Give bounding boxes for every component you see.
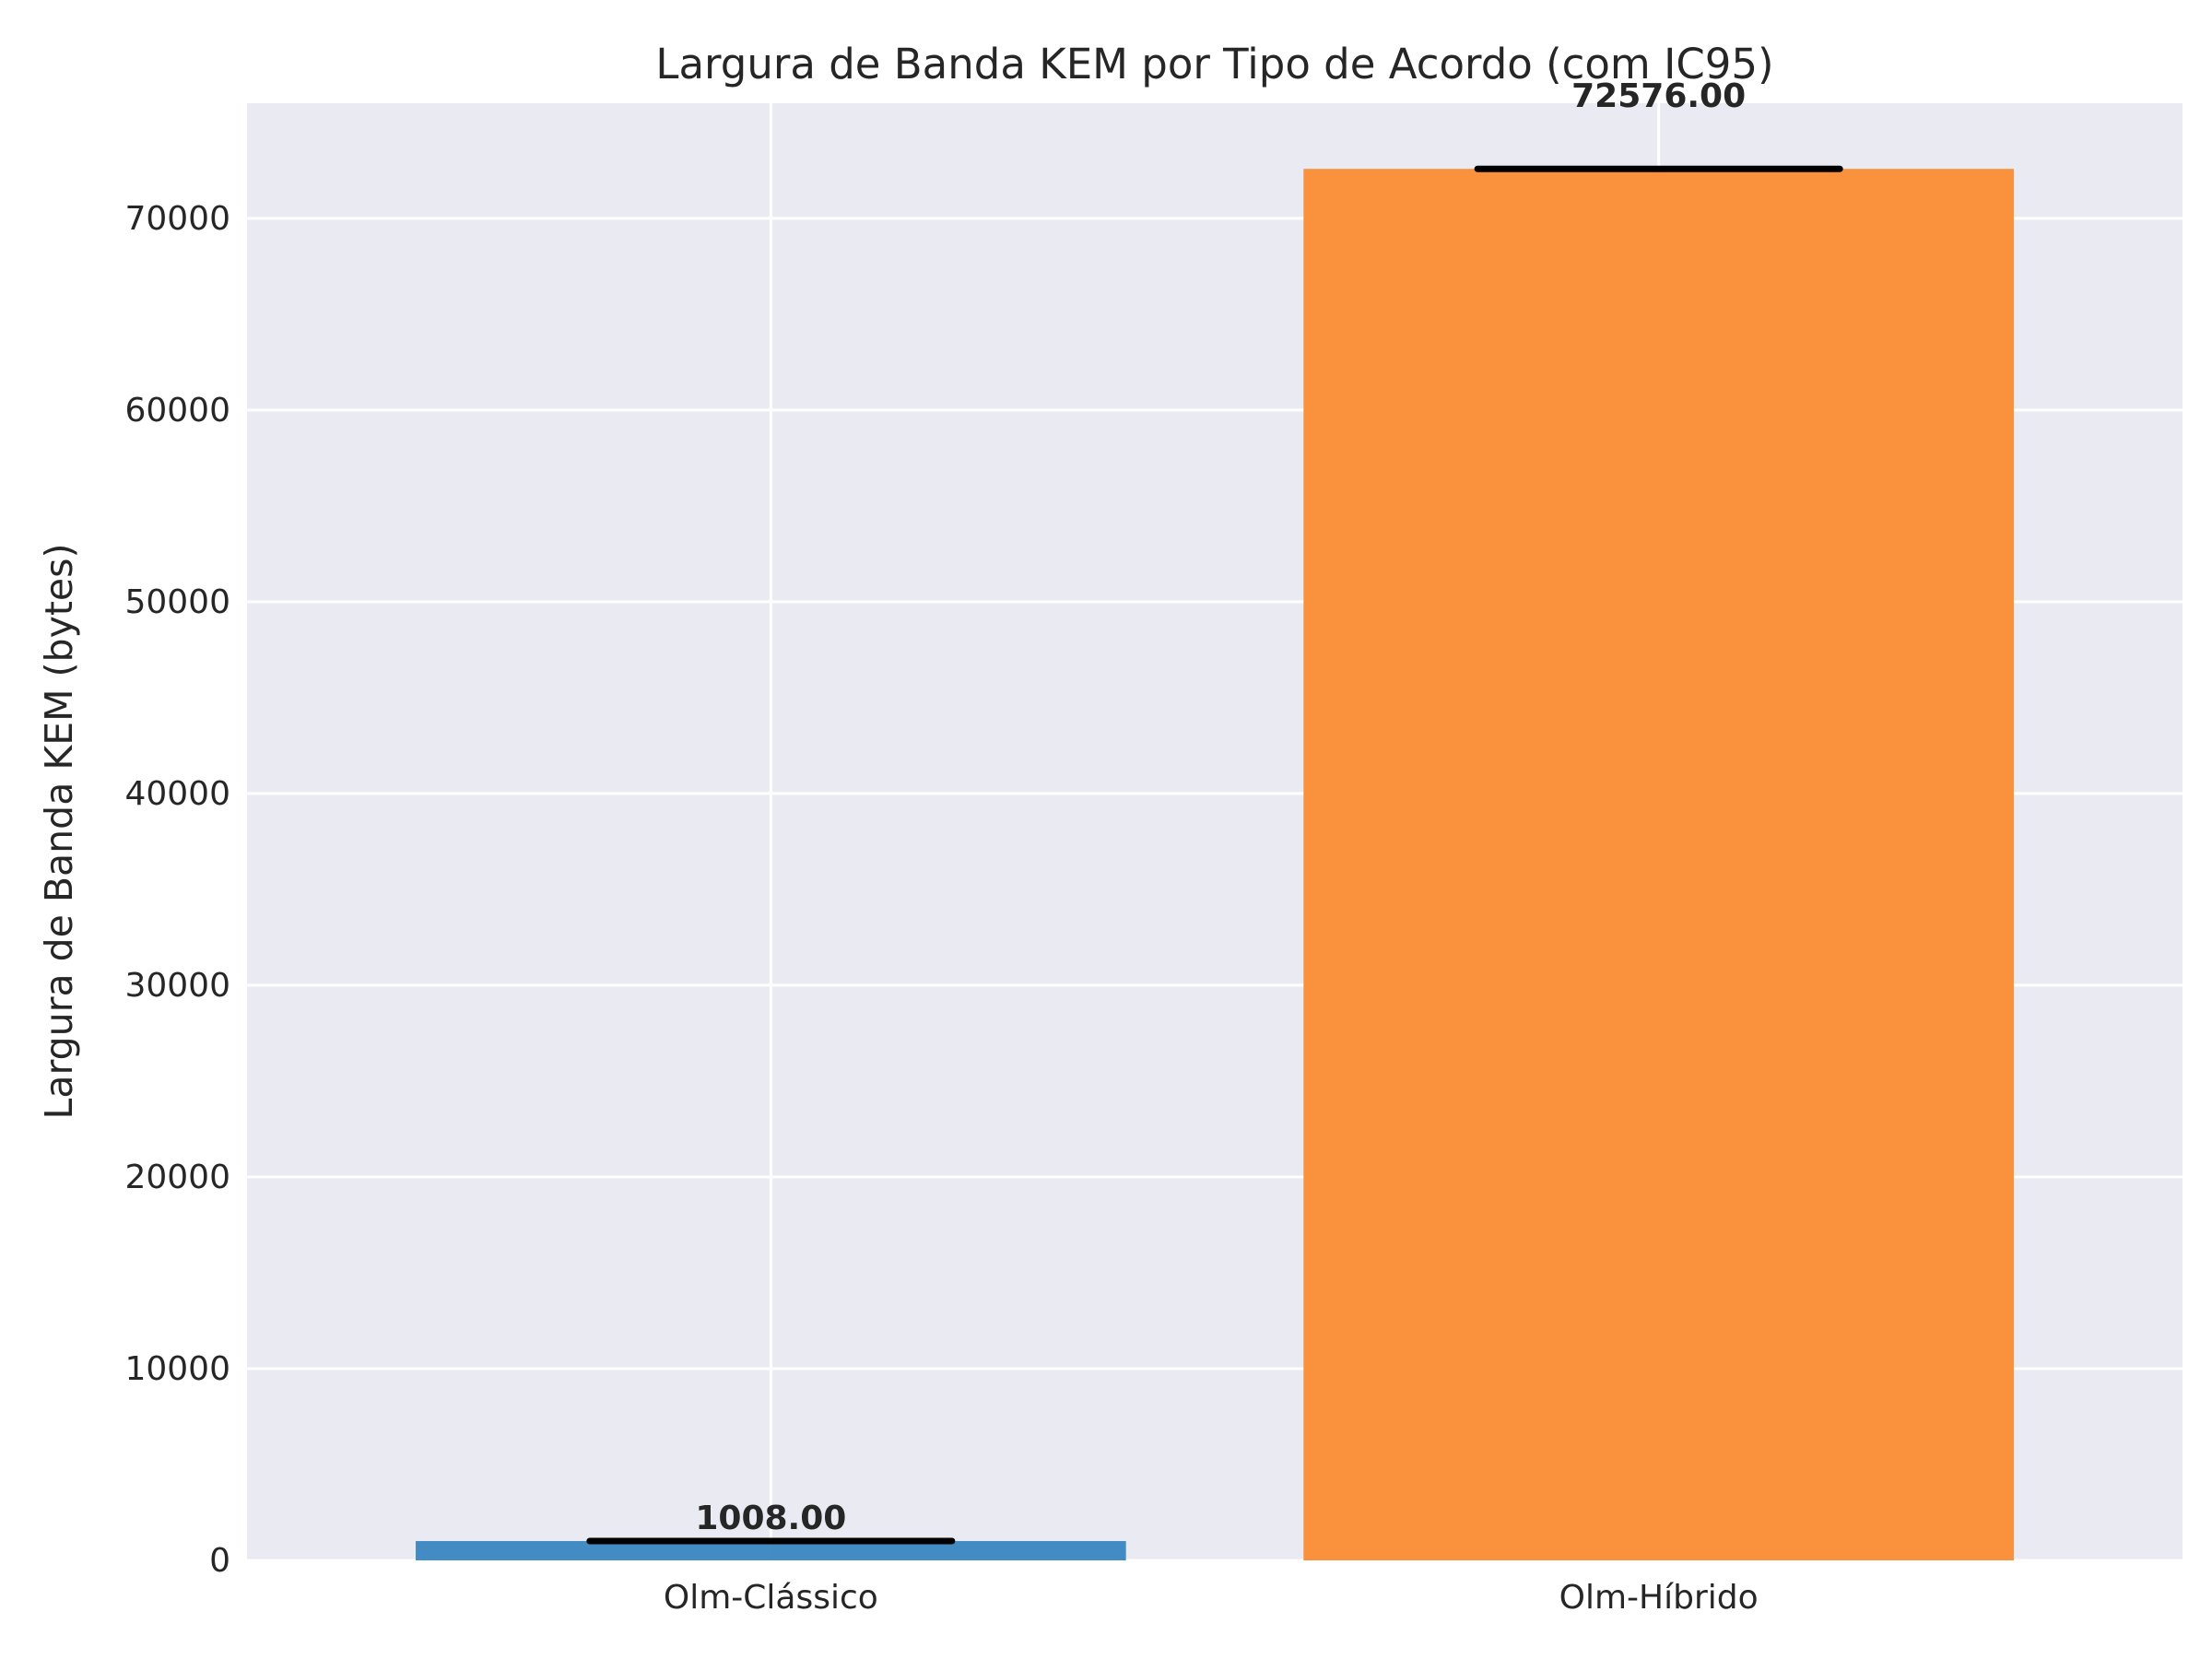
y-tick-label: 0 xyxy=(209,1542,230,1580)
bars xyxy=(416,169,2014,1560)
x-ticks: Olm-Clássico Olm-Híbrido xyxy=(664,1579,1759,1617)
y-tick-label: 20000 xyxy=(124,1159,230,1196)
x-tick-label: Olm-Clássico xyxy=(664,1579,878,1617)
y-tick-label: 60000 xyxy=(124,392,230,429)
data-label: 72576.00 xyxy=(1571,77,1746,115)
y-tick-label: 70000 xyxy=(124,200,230,238)
y-tick-label: 50000 xyxy=(124,583,230,621)
y-axis-label: Largura de Banda KEM (bytes) xyxy=(37,544,81,1120)
y-tick-label: 30000 xyxy=(124,967,230,1005)
data-labels: 1008.00 72576.00 xyxy=(695,77,1746,1537)
y-tick-label: 40000 xyxy=(124,775,230,813)
chart-title: Largura de Banda KEM por Tipo de Acordo … xyxy=(655,40,1773,88)
error-bars xyxy=(586,165,1843,1545)
x-tick-label: Olm-Híbrido xyxy=(1559,1579,1759,1617)
data-label: 1008.00 xyxy=(695,1500,846,1537)
bar xyxy=(1303,169,2014,1560)
y-ticks: 0 10000 20000 30000 40000 50000 60000 70000 xyxy=(124,200,230,1580)
y-tick-label: 10000 xyxy=(124,1350,230,1388)
bar xyxy=(416,1541,1126,1560)
